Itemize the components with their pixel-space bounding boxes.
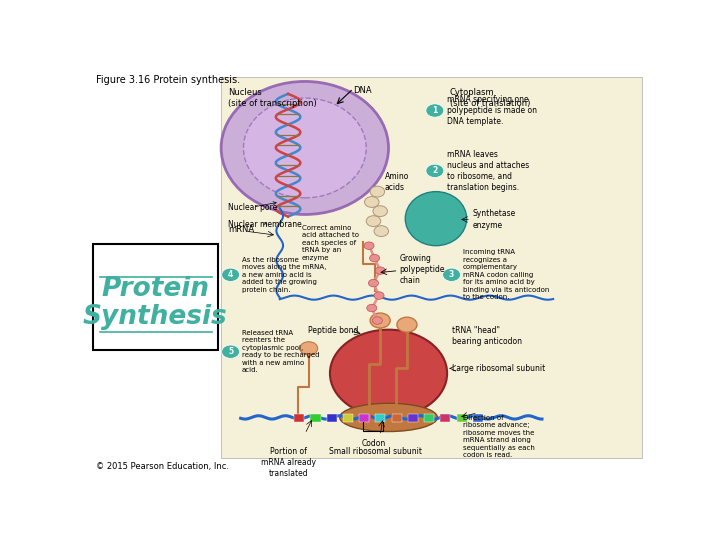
Circle shape bbox=[370, 186, 384, 197]
Circle shape bbox=[222, 345, 240, 359]
Text: Cytoplasm
(site of translation): Cytoplasm (site of translation) bbox=[450, 87, 531, 108]
Circle shape bbox=[366, 305, 377, 312]
Circle shape bbox=[366, 216, 381, 227]
Circle shape bbox=[369, 279, 379, 287]
Circle shape bbox=[222, 268, 240, 281]
Circle shape bbox=[397, 317, 417, 332]
Bar bbox=[408, 414, 418, 422]
Text: 2: 2 bbox=[432, 166, 438, 176]
Circle shape bbox=[374, 226, 389, 237]
Bar bbox=[327, 414, 337, 422]
Text: Synthetase
enzyme: Synthetase enzyme bbox=[472, 210, 516, 230]
Text: 4: 4 bbox=[228, 271, 233, 279]
Circle shape bbox=[375, 267, 385, 274]
Ellipse shape bbox=[340, 403, 437, 431]
Text: mRNA: mRNA bbox=[228, 225, 254, 233]
Text: Peptide bond: Peptide bond bbox=[307, 326, 358, 335]
Circle shape bbox=[370, 313, 390, 328]
Ellipse shape bbox=[405, 192, 467, 246]
Circle shape bbox=[369, 254, 379, 262]
Text: tRNA "head"
bearing anticodon: tRNA "head" bearing anticodon bbox=[451, 326, 521, 346]
Text: Codon: Codon bbox=[361, 439, 386, 448]
Text: Small ribosomal subunit: Small ribosomal subunit bbox=[329, 447, 422, 456]
FancyBboxPatch shape bbox=[93, 244, 218, 349]
Bar bbox=[424, 414, 434, 422]
Circle shape bbox=[364, 242, 374, 249]
Circle shape bbox=[426, 104, 444, 117]
Text: Figure 3.16 Protein synthesis.: Figure 3.16 Protein synthesis. bbox=[96, 75, 240, 85]
Text: Portion of
mRNA already
translated: Portion of mRNA already translated bbox=[261, 447, 315, 478]
Text: © 2015 Pearson Education, Inc.: © 2015 Pearson Education, Inc. bbox=[96, 462, 228, 471]
Text: Synthesis: Synthesis bbox=[83, 304, 228, 330]
Bar bbox=[343, 414, 353, 422]
Bar bbox=[441, 414, 451, 422]
Text: 3: 3 bbox=[449, 271, 454, 279]
Bar bbox=[473, 414, 483, 422]
Text: Direction of
ribosome advance;
ribosome moves the
mRNA strand along
sequentially: Direction of ribosome advance; ribosome … bbox=[463, 415, 535, 458]
Circle shape bbox=[374, 292, 384, 299]
Bar bbox=[375, 414, 385, 422]
Circle shape bbox=[364, 197, 379, 207]
Text: Nucleus
(site of transcription): Nucleus (site of transcription) bbox=[228, 87, 317, 108]
Text: Nuclear membrane: Nuclear membrane bbox=[228, 220, 302, 230]
Ellipse shape bbox=[221, 82, 389, 214]
Text: Nuclear pore: Nuclear pore bbox=[228, 202, 278, 212]
Ellipse shape bbox=[243, 98, 366, 198]
Text: 1: 1 bbox=[432, 106, 438, 115]
Bar bbox=[359, 414, 369, 422]
Bar bbox=[294, 414, 305, 422]
Text: Correct amino
acid attached to
each species of
tRNA by an
enzyme: Correct amino acid attached to each spec… bbox=[302, 225, 359, 261]
Ellipse shape bbox=[330, 329, 447, 417]
Text: Growing
polypeptide
chain: Growing polypeptide chain bbox=[400, 254, 445, 285]
Text: As the ribosome
moves along the mRNA,
a new amino acid is
added to the growing
p: As the ribosome moves along the mRNA, a … bbox=[242, 257, 326, 293]
Circle shape bbox=[443, 268, 461, 281]
Text: mRNA leaves
nucleus and attaches
to ribosome, and
translation begins.: mRNA leaves nucleus and attaches to ribo… bbox=[447, 150, 529, 192]
Text: Amino
acids: Amino acids bbox=[384, 172, 409, 192]
Circle shape bbox=[426, 164, 444, 178]
Text: Incoming tRNA
recognizes a
complementary
mRNA codon calling
for its amino acid b: Incoming tRNA recognizes a complementary… bbox=[463, 249, 549, 300]
Circle shape bbox=[372, 317, 382, 324]
Text: Released tRNA
reenters the
cytoplasmic pool,
ready to be recharged
with a new am: Released tRNA reenters the cytoplasmic p… bbox=[242, 330, 319, 374]
Text: Protein: Protein bbox=[102, 275, 210, 301]
Circle shape bbox=[300, 342, 318, 355]
Text: Large ribosomal subunit: Large ribosomal subunit bbox=[451, 364, 545, 373]
Text: DNA: DNA bbox=[354, 85, 372, 94]
Bar bbox=[310, 414, 320, 422]
FancyBboxPatch shape bbox=[221, 77, 642, 458]
Text: 5: 5 bbox=[228, 347, 233, 356]
Text: mRNA specifying one
polypeptide is made on
DNA template.: mRNA specifying one polypeptide is made … bbox=[447, 95, 537, 126]
Bar bbox=[392, 414, 402, 422]
Circle shape bbox=[373, 206, 387, 217]
Bar bbox=[456, 414, 467, 422]
